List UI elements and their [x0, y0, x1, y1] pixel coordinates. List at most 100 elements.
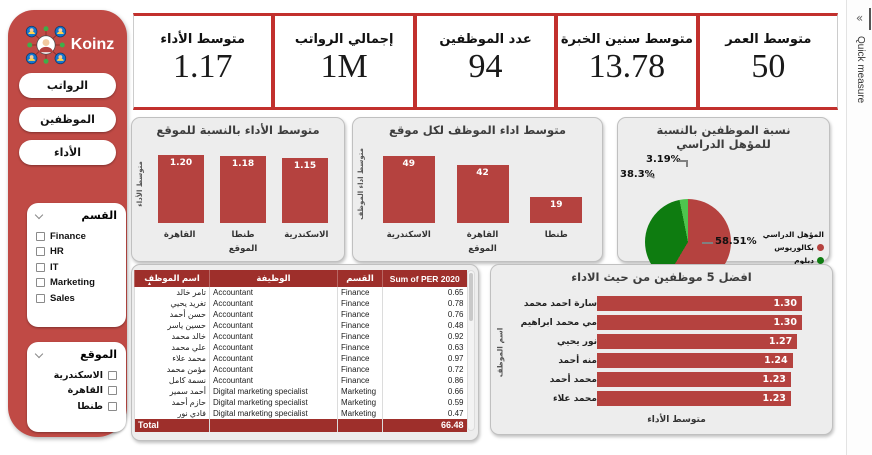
chevron-down-icon[interactable]: [34, 349, 44, 358]
slicer-title: الموقع: [80, 348, 117, 361]
quick-measure-panel: « Quick measure: [846, 0, 872, 455]
table-row[interactable]: محمد علاء Accountant Finance 0.97: [134, 353, 467, 364]
kpi-label: متوسط سنين الخبرة: [560, 32, 693, 47]
y-axis-title: اسم الموظف: [495, 327, 504, 378]
people-network-icon: [25, 25, 66, 65]
employee-performance-table-card: اسم الموظف ▲ الوظيفة القسم Sum of PER 202…: [131, 264, 479, 441]
bar-nour-yehia[interactable]: 1.27: [597, 334, 798, 349]
bar-cairo[interactable]: 1.20: [158, 155, 204, 223]
column-header-job-title[interactable]: الوظيفة: [209, 270, 338, 287]
y-axis-title: متوسط اداء الموظف: [356, 147, 365, 220]
table-row[interactable]: تغريد يحيي Accountant Finance 0.78: [134, 298, 467, 309]
department-slicer: القسم Finance HR IT Marketing Sales: [27, 203, 126, 327]
avg-performance-by-site-chart: متوسط الأداء بالنسبة للموقع متوسط الأداء…: [131, 117, 345, 262]
column-header-employee-name[interactable]: اسم الموظف ▲: [134, 270, 210, 287]
bar-menna-ahmed[interactable]: 1.24: [597, 353, 793, 368]
checkbox-icon[interactable]: [36, 247, 45, 256]
kpi-value: 13.78: [588, 48, 666, 85]
checkbox-icon[interactable]: [36, 231, 45, 241]
slicer-option-tanta[interactable]: طنطا: [36, 401, 117, 412]
employee-performance-table: اسم الموظف ▲ الوظيفة القسم Sum of PER 202…: [134, 270, 467, 432]
slicer-option-alexandria[interactable]: الاسكندرية: [36, 370, 117, 381]
table-row[interactable]: مؤمن محمد Accountant Finance 0.72: [134, 364, 467, 375]
table-row[interactable]: تامر خالد Accountant Finance 0.65: [134, 287, 467, 298]
table-row[interactable]: فادي نور Digital marketing specialist Mark…: [134, 408, 467, 419]
kpi-avg-experience-years: متوسط سنين الخبرة 13.78: [554, 16, 695, 107]
table-row[interactable]: خالد محمد Accountant Finance 0.92: [134, 331, 467, 342]
legend-dot: [817, 244, 824, 251]
legend-title: المؤهل الدراسي: [762, 230, 824, 239]
x-axis-title: الموقع: [228, 244, 258, 254]
table-row[interactable]: نسمة كامل Accountant Finance 0.86: [134, 375, 467, 386]
category-label: نور يحيي: [557, 336, 597, 347]
nav-button-salaries[interactable]: الرواتب: [19, 73, 116, 98]
bar-cairo[interactable]: 42: [456, 165, 509, 223]
table-scrollbar[interactable]: [467, 270, 475, 431]
slicer-option-cairo[interactable]: القاهرة: [36, 385, 117, 396]
bar-mai-mohamed-ibrahim[interactable]: 1.30: [597, 315, 802, 330]
table-row[interactable]: حسن أحمد Accountant Finance 0.76: [134, 309, 467, 320]
checkbox-icon[interactable]: [36, 262, 45, 272]
category-label: سارة احمد محمد: [523, 298, 597, 309]
chart-title: متوسط اداء الموظف لكل موقع: [388, 123, 567, 137]
total-value: 66.48: [382, 419, 467, 432]
sort-ascending-icon: ▲: [147, 281, 152, 287]
scrollbar-thumb[interactable]: [469, 273, 473, 321]
checkbox-icon[interactable]: [108, 370, 117, 380]
kpi-label: عدد الموظفين: [439, 32, 532, 47]
bar-alexandria[interactable]: 49: [382, 155, 435, 223]
bar-mohamed-alaa[interactable]: 1.23: [597, 391, 791, 406]
x-axis-title: الموقع: [468, 244, 497, 254]
top5-employees-chart: افضل 5 موظفين من حيث الاداء اسم الموظف س…: [490, 264, 833, 435]
category-label: منه أحمد: [558, 355, 597, 366]
table-header-row: اسم الموظف ▲ الوظيفة القسم Sum of PER 202…: [134, 270, 467, 287]
checkbox-icon[interactable]: [36, 293, 45, 303]
qualification-pie-chart: نسبة الموظفين بالنسبة للمؤهل الدراسي 3.1…: [617, 117, 830, 285]
scrollbar-handle[interactable]: [869, 8, 871, 30]
bar-mohamed-ahmed[interactable]: 1.23: [597, 372, 791, 387]
avg-employee-performance-per-site-chart: متوسط اداء الموظف لكل موقع متوسط اداء ال…: [352, 117, 603, 262]
table-row[interactable]: حسين ياسر Accountant Finance 0.48: [134, 320, 467, 331]
logo-row: Koinz: [14, 22, 123, 68]
column-header-sum-per-2020[interactable]: Sum of PER 2020: [382, 270, 467, 287]
kpi-total-salaries: إجمالي الرواتب 1M: [271, 16, 412, 107]
kpi-avg-age: متوسط العمر 50: [695, 16, 837, 107]
slicer-option-marketing[interactable]: Marketing: [36, 277, 117, 288]
bar-tanta[interactable]: 19: [530, 196, 583, 223]
checkbox-icon[interactable]: [108, 401, 117, 411]
slicer-option-hr[interactable]: HR: [36, 246, 117, 257]
kpi-value: 1.17: [172, 48, 233, 85]
kpi-value: 50: [751, 48, 786, 85]
column-header-department[interactable]: القسم: [337, 270, 383, 287]
sidebar: Koinz الرواتب الموظفين الأداء القسم Fina…: [8, 10, 127, 437]
legend-item-bachelors[interactable]: بكالوريوس: [758, 243, 824, 252]
total-label: Total: [134, 419, 210, 432]
bar-sara-ahmed-mohamed[interactable]: 1.30: [597, 296, 802, 311]
checkbox-icon[interactable]: [36, 278, 45, 287]
bar-alexandria[interactable]: 1.15: [282, 157, 328, 223]
kpi-label: متوسط العمر: [725, 32, 812, 47]
x-axis-categories: القاهرة طنطا الاسكندرية: [163, 230, 329, 240]
kpi-employee-count: عدد الموظفين 94: [412, 16, 554, 107]
brand-name: Koinz: [70, 36, 115, 53]
table-total-row: Total 66.48: [134, 419, 467, 432]
pie-label-masters: 3.19%: [646, 154, 681, 165]
slicer-option-it[interactable]: IT: [36, 262, 117, 273]
chart-title: افضل 5 موظفين من حيث الاداء: [571, 270, 752, 284]
bar-tanta[interactable]: 1.18: [220, 156, 266, 223]
legend-item-diploma[interactable]: دبلوم: [758, 256, 824, 265]
table-row[interactable]: علي محمد Accountant Finance 0.63: [134, 342, 467, 353]
chevron-down-icon[interactable]: [34, 210, 44, 219]
kpi-value: 1M: [320, 48, 368, 85]
x-axis-categories: الاسكندرية القاهرة طنطا: [386, 230, 568, 240]
slicer-option-finance[interactable]: Finance: [36, 231, 117, 242]
collapse-panel-icon[interactable]: «: [855, 11, 864, 25]
legend-dot: [817, 257, 824, 264]
table-row[interactable]: أحمد سمير Digital marketing specialist Mar…: [134, 386, 467, 397]
nav-button-employees[interactable]: الموظفين: [19, 107, 116, 132]
kpi-avg-performance: متوسط الأداء 1.17: [134, 16, 271, 107]
nav-button-performance[interactable]: الأداء: [19, 140, 116, 165]
slicer-option-sales[interactable]: Sales: [36, 293, 117, 304]
table-row[interactable]: حازم أحمد Digital marketing specialist Mar…: [134, 397, 467, 408]
checkbox-icon[interactable]: [108, 386, 117, 395]
